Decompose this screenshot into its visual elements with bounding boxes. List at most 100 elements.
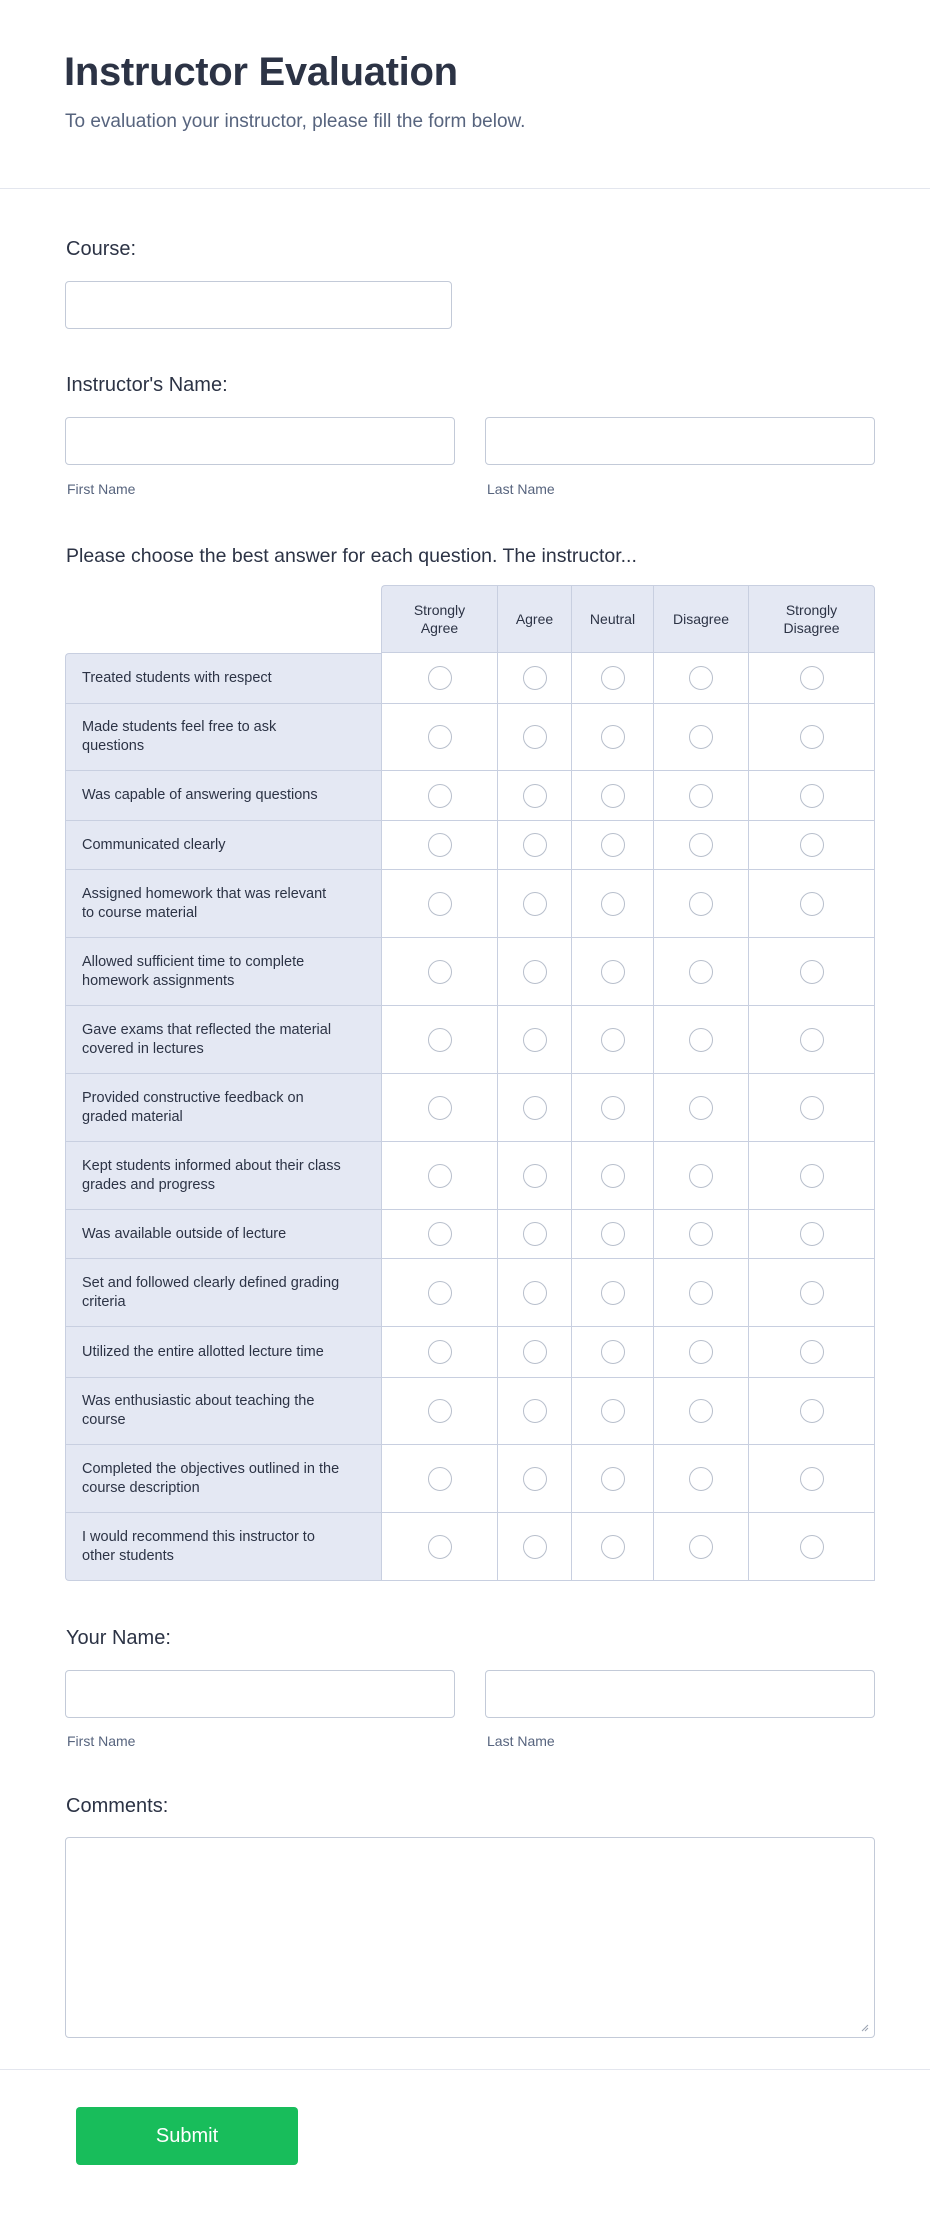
option-cell: [381, 821, 497, 870]
radio-strongly-disagree[interactable]: [799, 1163, 824, 1188]
radio-disagree[interactable]: [689, 1534, 713, 1559]
instructor-first-name-input[interactable]: [65, 417, 455, 465]
radio-strongly-agree[interactable]: [427, 1340, 452, 1364]
your-first-name-input[interactable]: [65, 1670, 455, 1718]
radio-neutral[interactable]: [600, 1163, 625, 1188]
option-cell: [571, 821, 653, 870]
matrix-row: Set and followed clearly defined grading…: [65, 1259, 875, 1327]
radio-neutral[interactable]: [600, 666, 625, 690]
radio-disagree[interactable]: [689, 1027, 713, 1052]
radio-agree[interactable]: [522, 1095, 547, 1120]
option-cell: [653, 1210, 748, 1259]
radio-neutral[interactable]: [600, 959, 625, 984]
radio-strongly-agree[interactable]: [427, 1095, 452, 1120]
radio-strongly-disagree[interactable]: [799, 1280, 824, 1305]
radio-neutral[interactable]: [600, 833, 625, 857]
radio-disagree[interactable]: [689, 783, 713, 808]
radio-strongly-agree[interactable]: [427, 1466, 452, 1491]
radio-disagree[interactable]: [689, 959, 713, 984]
option-cell: [748, 821, 875, 870]
radio-neutral[interactable]: [600, 1222, 625, 1246]
radio-strongly-agree[interactable]: [427, 666, 452, 690]
radio-strongly-disagree[interactable]: [799, 833, 824, 857]
radio-agree[interactable]: [522, 725, 547, 749]
radio-strongly-disagree[interactable]: [799, 1399, 824, 1423]
radio-strongly-disagree[interactable]: [799, 1027, 824, 1052]
radio-disagree[interactable]: [689, 833, 713, 857]
radio-strongly-disagree[interactable]: [799, 1466, 824, 1491]
radio-strongly-disagree[interactable]: [799, 1222, 824, 1246]
option-cell: [497, 1259, 571, 1327]
radio-strongly-disagree[interactable]: [799, 1340, 824, 1364]
radio-agree[interactable]: [522, 1163, 547, 1188]
submit-button[interactable]: Submit: [76, 2107, 298, 2165]
radio-neutral[interactable]: [600, 1399, 625, 1423]
radio-strongly-disagree[interactable]: [799, 891, 824, 916]
radio-strongly-disagree[interactable]: [799, 666, 824, 690]
radio-agree[interactable]: [522, 1399, 547, 1423]
radio-strongly-agree[interactable]: [427, 959, 452, 984]
column-header-label: Disagree: [672, 611, 730, 627]
option-cell: [571, 1378, 653, 1445]
radio-strongly-agree[interactable]: [427, 1534, 452, 1559]
radio-strongly-disagree[interactable]: [799, 1534, 824, 1559]
radio-strongly-agree[interactable]: [427, 1027, 452, 1052]
resize-grip-icon[interactable]: [861, 2024, 869, 2032]
option-cell: [381, 1327, 497, 1378]
radio-neutral[interactable]: [600, 1027, 625, 1052]
radio-agree[interactable]: [522, 1534, 547, 1559]
radio-agree[interactable]: [522, 1027, 547, 1052]
radio-strongly-disagree[interactable]: [799, 725, 824, 749]
radio-agree[interactable]: [522, 666, 547, 690]
radio-strongly-agree[interactable]: [427, 725, 452, 749]
radio-neutral[interactable]: [600, 783, 625, 808]
your-last-name-input[interactable]: [485, 1670, 875, 1718]
radio-agree[interactable]: [522, 1340, 547, 1364]
radio-strongly-agree[interactable]: [427, 833, 452, 857]
radio-agree[interactable]: [522, 783, 547, 808]
radio-strongly-agree[interactable]: [427, 1222, 452, 1246]
radio-agree[interactable]: [522, 1222, 547, 1246]
radio-agree[interactable]: [522, 833, 547, 857]
radio-neutral[interactable]: [600, 1466, 625, 1491]
instructor-last-name-input[interactable]: [485, 417, 875, 465]
radio-disagree[interactable]: [689, 1466, 713, 1491]
row-statement: Was available outside of lecture: [82, 1225, 287, 1242]
matrix-row: Kept students informed about their class…: [65, 1142, 875, 1210]
radio-agree[interactable]: [522, 1466, 547, 1491]
radio-disagree[interactable]: [689, 1222, 713, 1246]
comments-textarea[interactable]: [65, 1837, 875, 2038]
radio-strongly-agree[interactable]: [427, 891, 452, 916]
radio-agree[interactable]: [522, 891, 547, 916]
option-cell: [497, 1006, 571, 1074]
option-cell: [497, 1513, 571, 1581]
radio-strongly-disagree[interactable]: [799, 959, 824, 984]
radio-neutral[interactable]: [600, 725, 625, 749]
radio-disagree[interactable]: [689, 1095, 713, 1120]
radio-disagree[interactable]: [689, 1340, 713, 1364]
column-header: Strongly Agree: [381, 585, 497, 653]
radio-strongly-agree[interactable]: [427, 1163, 452, 1188]
matrix-row: Assigned homework that was relevant to c…: [65, 870, 875, 938]
radio-neutral[interactable]: [600, 1095, 625, 1120]
radio-disagree[interactable]: [689, 1399, 713, 1423]
radio-neutral[interactable]: [600, 891, 625, 916]
course-input[interactable]: [65, 281, 452, 329]
radio-agree[interactable]: [522, 1280, 547, 1305]
radio-strongly-disagree[interactable]: [799, 783, 824, 808]
radio-neutral[interactable]: [600, 1280, 625, 1305]
radio-strongly-agree[interactable]: [427, 783, 452, 808]
radio-disagree[interactable]: [689, 725, 713, 749]
radio-agree[interactable]: [522, 959, 547, 984]
option-cell: [497, 1327, 571, 1378]
option-cell: [497, 1378, 571, 1445]
radio-disagree[interactable]: [689, 1280, 713, 1305]
radio-strongly-agree[interactable]: [427, 1399, 452, 1423]
radio-strongly-agree[interactable]: [427, 1280, 452, 1305]
radio-disagree[interactable]: [689, 666, 713, 690]
radio-neutral[interactable]: [600, 1534, 625, 1559]
radio-neutral[interactable]: [600, 1340, 625, 1364]
radio-strongly-disagree[interactable]: [799, 1095, 824, 1120]
radio-disagree[interactable]: [689, 891, 713, 916]
radio-disagree[interactable]: [689, 1163, 713, 1188]
